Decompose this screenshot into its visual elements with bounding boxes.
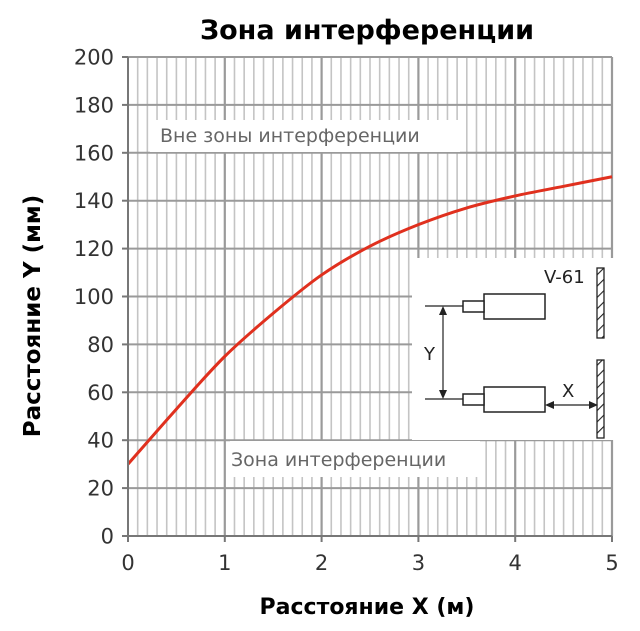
target-plate-upper: [596, 267, 605, 339]
y-tick-label: 20: [87, 477, 114, 501]
outside-zone-label-background: [150, 120, 460, 152]
target-plate-lower: [596, 359, 605, 439]
x-tick-label: 5: [605, 551, 618, 575]
upper-sensor-body: [483, 293, 546, 320]
inside-zone-label-background: [230, 441, 480, 477]
x-tick-label: 0: [121, 551, 134, 575]
y-dimension-label: Y: [423, 344, 436, 365]
x-tick-label: 3: [412, 551, 425, 575]
x-dimension-arrow-left: [545, 401, 554, 409]
y-tick-label: 120: [74, 237, 114, 261]
y-axis-title: Расстояние Y (мм): [20, 195, 46, 437]
y-tick-label: 180: [74, 93, 114, 117]
x-tick-label: 4: [509, 551, 522, 575]
y-tick-label: 60: [87, 381, 114, 405]
lower-sensor-connector: [462, 393, 485, 406]
outside-zone-label: Вне зоны интерференции: [160, 125, 420, 147]
x-dimension-arrow-right: [589, 401, 598, 409]
x-axis-title: Расстояние X (м): [260, 595, 475, 620]
x-dimension-label: X: [562, 381, 574, 402]
upper-sensor-connector: [462, 300, 485, 313]
y-tick-label: 80: [87, 333, 114, 357]
sensor-setup-diagram: Y X V-61: [423, 267, 605, 439]
y-dimension-arrow-top: [439, 306, 447, 315]
target-label: V-61: [544, 267, 585, 288]
y-tick-label: 160: [74, 141, 114, 165]
y-tick-label: 0: [101, 525, 114, 549]
y-tick-label: 40: [87, 429, 114, 453]
y-tick-label: 200: [74, 46, 114, 70]
y-axis-ticks: 0 20 40 60 80 100 120 140 160 180 200: [74, 46, 128, 549]
y-dimension-arrow-bottom: [439, 390, 447, 399]
x-tick-label: 1: [218, 551, 231, 575]
y-tick-label: 100: [74, 285, 114, 309]
x-axis-ticks: 0 1 2 3 4 5: [121, 536, 619, 575]
inside-zone-label: Зона интерференции: [231, 449, 446, 471]
series-line: [126, 175, 613, 466]
chart-title: Зона интерференции: [200, 15, 534, 46]
y-tick-label: 140: [74, 189, 114, 213]
series-layer: [126, 175, 613, 466]
x-tick-label: 2: [315, 551, 328, 575]
lower-sensor-body: [483, 386, 546, 413]
